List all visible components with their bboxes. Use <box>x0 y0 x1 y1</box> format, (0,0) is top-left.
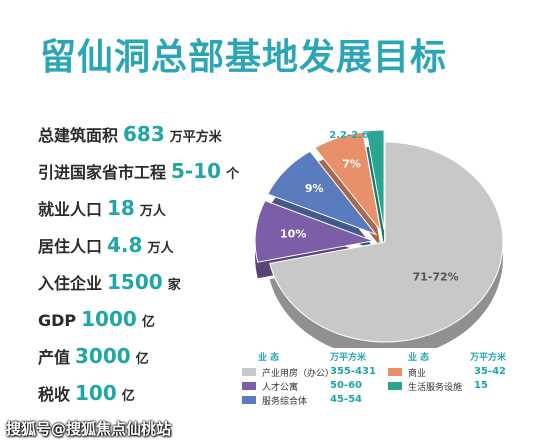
legend-name: 商业 <box>408 369 427 379</box>
stat-unit: 家 <box>167 278 181 293</box>
legend-name: 生活服务设施 <box>408 383 463 393</box>
legend-range: 15 <box>474 380 488 391</box>
legend-header-type-2: 业 态 <box>408 353 430 363</box>
pie-slice-label: 9% <box>305 182 324 195</box>
stat-tax: 税收 100 亿 <box>38 381 135 405</box>
stat-employment: 就业人口 18 万人 <box>38 196 166 220</box>
label-leader-line <box>379 137 382 145</box>
stat-output: 产值 3000 亿 <box>38 344 149 368</box>
legend-swatch <box>242 396 256 404</box>
stat-unit: 亿 <box>121 389 135 404</box>
stat-label: 产值 <box>38 348 71 367</box>
stat-label: GDP <box>38 311 77 330</box>
stat-enterprises: 入住企业 1500 家 <box>38 270 181 294</box>
stat-value: 5-10 <box>171 159 222 183</box>
legend-range: 45-54 <box>330 394 362 405</box>
legend-range: 50-60 <box>330 380 362 391</box>
stat-value: 18 <box>107 196 135 220</box>
stat-value: 1000 <box>81 307 137 331</box>
legend-header-unit-2: 万平方米 <box>470 353 507 363</box>
legend-header-type: 业 态 <box>258 353 280 363</box>
stat-label: 入住企业 <box>38 274 103 293</box>
stat-unit: 万人 <box>139 204 166 219</box>
stat-value: 100 <box>75 381 117 405</box>
stat-label: 就业人口 <box>38 200 103 219</box>
legend-range: 355-431 <box>330 366 376 377</box>
pie-slice-label: 2.2-2.6% <box>329 130 379 141</box>
stat-unit: 亿 <box>135 352 149 367</box>
legend-name: 产业用房（办公） <box>262 369 335 379</box>
stat-residents: 居住人口 4.8 万人 <box>38 233 173 257</box>
legend-range: 35-42 <box>474 366 506 377</box>
stat-unit: 万人 <box>147 241 174 256</box>
pie-slice-1 <box>254 200 375 263</box>
stat-value: 3000 <box>75 344 131 368</box>
stat-label: 税收 <box>38 385 71 404</box>
stat-label: 总建筑面积 <box>38 126 119 145</box>
stat-label: 引进国家省市工程 <box>38 163 167 182</box>
stat-unit: 个 <box>226 167 240 182</box>
stat-unit: 万平方米 <box>169 130 222 145</box>
pie-slice-label: 7% <box>342 158 361 171</box>
watermark: 搜狐号@搜狐焦点仙桃站 <box>6 420 172 438</box>
legend-swatch <box>242 368 256 376</box>
pie-chart-svg: 71-72% 10% 9% 7% 2.2-2.6% <box>254 129 504 358</box>
pie-slice-4 <box>365 129 385 231</box>
pie-slice-label: 71-72% <box>412 270 458 283</box>
stat-value: 4.8 <box>107 233 143 257</box>
legend-name: 服务综合体 <box>262 397 308 407</box>
pie-chart: 71-72% 10% 9% 7% 2.2-2.6% <box>250 118 540 358</box>
legend-header-unit: 万平方米 <box>330 353 367 363</box>
legend: 业 态 万平方米 业 态 万平方米 产业用房（办公） 355-431 人才公寓 … <box>238 350 538 412</box>
legend-swatch <box>388 382 402 390</box>
pie-slice-0 <box>269 141 504 343</box>
legend-name: 人才公寓 <box>262 383 299 393</box>
legend-swatch <box>242 382 256 390</box>
stat-unit: 亿 <box>141 315 155 330</box>
page-title: 留仙洞总部基地发展目标 <box>40 37 448 78</box>
pie-slice-3 <box>314 131 382 232</box>
stat-gdp: GDP 1000 亿 <box>38 307 155 331</box>
legend-swatch <box>388 368 402 376</box>
pie-slice-2 <box>267 150 378 236</box>
stat-label: 居住人口 <box>38 237 103 256</box>
stat-value: 1500 <box>107 270 163 294</box>
stat-total-floor-area: 总建筑面积 683 万平方米 <box>38 122 222 146</box>
stat-projects: 引进国家省市工程 5-10 个 <box>38 159 239 183</box>
stat-value: 683 <box>123 122 165 146</box>
pie-slice-label: 10% <box>280 228 306 241</box>
